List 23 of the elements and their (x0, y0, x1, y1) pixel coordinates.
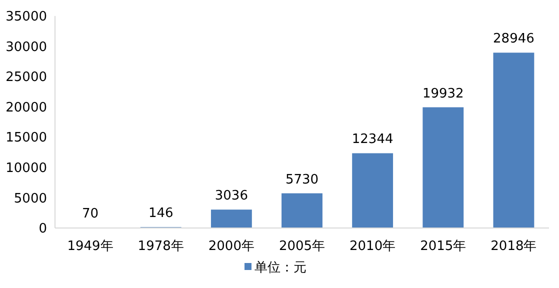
data-label: 28946 (493, 32, 534, 47)
y-tick-label: 15000 (6, 130, 47, 146)
x-tick-label: 2005年 (278, 239, 326, 254)
data-label: 12344 (352, 132, 394, 148)
legend-label: 单位：元 (254, 260, 306, 276)
x-tick-label: 2018年 (490, 239, 537, 254)
y-tick-label: 30000 (6, 40, 47, 55)
x-tick-label: 1949年 (67, 239, 114, 254)
x-tick-label: 2015年 (420, 239, 466, 254)
data-label: 5730 (285, 172, 319, 188)
y-tick-label: 20000 (6, 100, 47, 116)
data-label: 3036 (214, 188, 248, 204)
y-tick-label: 10000 (6, 160, 47, 176)
data-label: 70 (82, 206, 99, 222)
x-tick-label: 2010年 (350, 239, 396, 254)
data-label: 19932 (422, 86, 464, 102)
y-tick-label: 35000 (6, 10, 47, 25)
y-tick-label: 0 (38, 222, 47, 237)
x-tick-label: 2000年 (208, 239, 254, 254)
data-label: 146 (148, 206, 174, 222)
x-tick-label: 1978年 (138, 239, 184, 254)
y-tick-label: 25000 (6, 70, 47, 86)
y-tick-label: 5000 (14, 191, 47, 206)
